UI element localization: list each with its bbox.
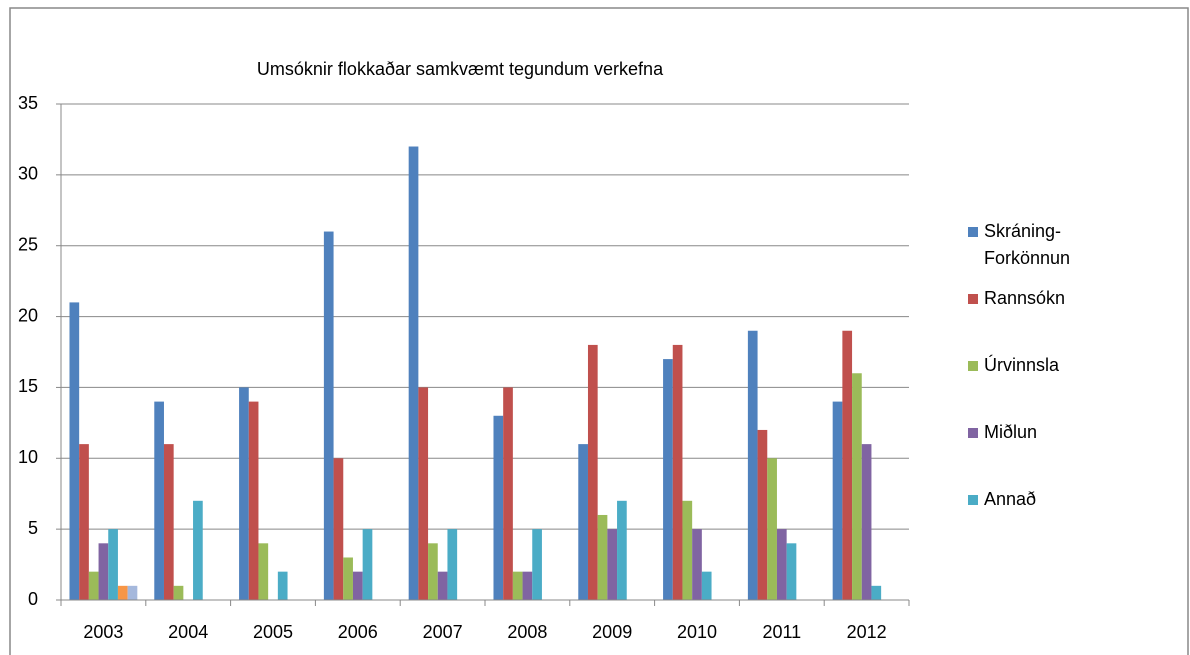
x-tick-label: 2009 <box>592 622 632 642</box>
bar <box>239 387 249 600</box>
bar <box>447 529 458 600</box>
legend-label: Miðlun <box>984 422 1038 442</box>
bar <box>117 585 128 600</box>
bar <box>127 585 138 600</box>
legend-item: Annað <box>968 486 1108 513</box>
bar <box>333 458 344 600</box>
y-tick-label: 20 <box>18 305 38 325</box>
bar <box>163 444 174 600</box>
bar <box>861 444 872 600</box>
legend-label: Úrvinnsla <box>984 355 1060 375</box>
x-tick-label: 2005 <box>253 622 293 642</box>
bar <box>597 514 608 600</box>
bar <box>522 571 533 600</box>
bar <box>852 373 862 600</box>
bar <box>98 543 109 600</box>
bar <box>69 302 80 600</box>
bar <box>532 529 542 600</box>
bar <box>832 401 843 600</box>
bar <box>776 529 787 600</box>
chart-title: Umsóknir flokkaðar samkvæmt tegundum ver… <box>257 59 664 79</box>
legend-swatch <box>968 361 978 371</box>
bar <box>352 571 363 600</box>
bar <box>248 401 259 600</box>
x-tick-label: 2003 <box>83 622 123 642</box>
legend-swatch <box>968 294 978 304</box>
y-tick-label: 10 <box>18 447 38 467</box>
bar <box>672 344 683 600</box>
bar <box>587 344 598 600</box>
bar <box>786 543 797 600</box>
legend-label: Skráning-Forkönnun <box>984 221 1071 268</box>
bar <box>578 444 588 600</box>
bar <box>663 359 673 600</box>
bar <box>277 571 288 600</box>
bar <box>428 543 438 600</box>
legend-swatch <box>968 495 978 505</box>
x-tick-label: 2010 <box>677 622 717 642</box>
legend-item: Rannsókn <box>968 285 1108 312</box>
bar <box>767 458 777 600</box>
legend-item: Miðlun <box>968 419 1108 446</box>
bar <box>173 585 184 600</box>
bar <box>193 500 203 600</box>
y-tick-label: 25 <box>18 234 38 254</box>
legend-swatch <box>968 227 978 237</box>
y-tick-label: 0 <box>28 589 38 609</box>
y-tick-label: 30 <box>18 164 38 184</box>
y-tick-label: 15 <box>18 376 38 396</box>
bar <box>701 571 712 600</box>
legend-item: Skráning-Forkönnun <box>968 218 1108 272</box>
x-tick-label: 2008 <box>507 622 547 642</box>
x-tick-label: 2006 <box>338 622 378 642</box>
bar <box>418 387 429 600</box>
bar <box>512 571 523 600</box>
bar <box>493 415 504 600</box>
bar <box>258 543 269 600</box>
bar <box>871 585 882 600</box>
x-tick-label: 2012 <box>847 622 887 642</box>
bar <box>757 429 768 600</box>
x-tick-label: 2004 <box>168 622 208 642</box>
bar <box>747 330 758 600</box>
x-tick-label: 2011 <box>762 622 801 642</box>
bar <box>108 529 118 600</box>
bar <box>154 401 164 600</box>
bar <box>607 529 618 600</box>
legend-label: Rannsókn <box>984 288 1066 308</box>
bar <box>79 444 89 600</box>
bar <box>682 500 693 600</box>
bar <box>842 330 853 600</box>
chart-border <box>9 7 1189 655</box>
bar <box>617 500 627 600</box>
legend-swatch <box>968 428 978 438</box>
y-tick-label: 35 <box>18 93 38 113</box>
bar <box>692 529 702 600</box>
legend-label: Annað <box>984 489 1037 509</box>
x-tick-label: 2007 <box>423 622 463 642</box>
bar <box>503 387 513 600</box>
bar <box>362 529 373 600</box>
bar <box>408 146 419 600</box>
y-tick-label: 5 <box>28 518 38 538</box>
bar <box>88 571 99 600</box>
legend-item: Úrvinnsla <box>968 352 1108 379</box>
bar <box>323 231 334 601</box>
bar <box>343 557 353 600</box>
bar <box>437 571 448 600</box>
